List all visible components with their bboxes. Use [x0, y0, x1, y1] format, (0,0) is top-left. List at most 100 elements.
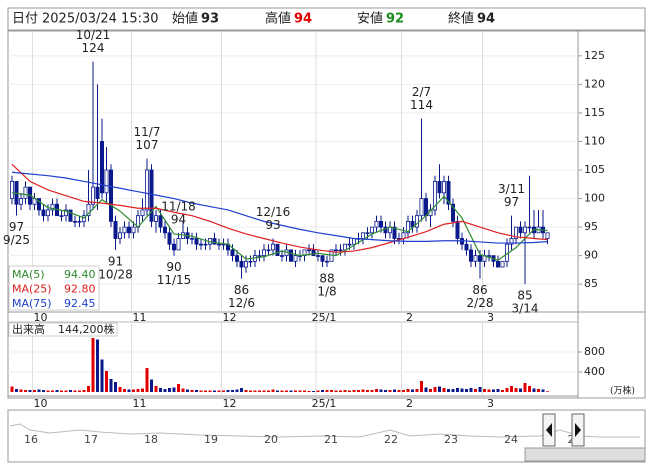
volume-bar	[186, 389, 189, 392]
volume-bar	[33, 390, 36, 392]
annotation-date: 1/8	[317, 285, 336, 299]
datetime: 2025/03/24 15:30	[42, 12, 159, 27]
candle-body	[153, 215, 158, 222]
x-tick-label: 3	[487, 397, 494, 410]
annotation-date: 12/6	[228, 296, 255, 310]
ma-line	[11, 171, 548, 244]
volume-bar	[294, 390, 297, 392]
candle-body	[91, 186, 96, 205]
volume-bar	[208, 390, 212, 392]
volume-bar	[249, 390, 252, 392]
volume-bar	[303, 390, 306, 392]
ma-legend: MA(5) 94.40 MA(25) 92.80 MA(75) 92.45	[12, 268, 96, 310]
volume-bar	[78, 390, 81, 392]
annotation-date: 11/15	[157, 273, 192, 287]
volume-bar	[177, 384, 180, 392]
volume-bar	[123, 389, 126, 392]
volume-bar	[172, 387, 176, 392]
volume-bar	[28, 390, 32, 392]
candle-body	[527, 226, 532, 229]
volume-bar	[384, 390, 387, 392]
candle-body	[239, 260, 244, 268]
y-tick-label: 125	[584, 49, 605, 62]
volume-bar	[100, 359, 104, 392]
volume-bar	[213, 390, 216, 392]
navigator-label: 16	[24, 433, 38, 446]
y-tick-label: 800	[584, 345, 605, 358]
volume-bar	[348, 390, 351, 392]
volume-bar	[235, 389, 239, 392]
navigator-label: 17	[84, 433, 98, 446]
low-value: 92	[386, 12, 404, 27]
volume-bar	[222, 390, 225, 392]
volume-bar	[136, 389, 140, 392]
volume-bar	[330, 390, 333, 392]
annotation-value: 93	[265, 218, 280, 232]
volume-bar	[271, 389, 275, 392]
volume-bar	[388, 390, 392, 392]
volume-bar	[60, 390, 63, 392]
candle-body	[248, 260, 253, 263]
close-value: 94	[477, 12, 495, 27]
candle-body	[243, 260, 248, 268]
legend-value: 92.45	[64, 297, 96, 310]
volume-bar	[501, 390, 504, 392]
volume-bar	[127, 389, 131, 392]
x-tick-label: 10	[34, 311, 48, 324]
annotation-value: 94	[171, 212, 186, 226]
navigator-label: 22	[384, 433, 398, 446]
candle-body	[509, 238, 514, 245]
low-label: 安値	[357, 11, 383, 27]
volume-bar	[55, 390, 59, 392]
candle-body	[360, 232, 365, 239]
candle-body	[266, 249, 271, 252]
navigator-label: 19	[204, 433, 218, 446]
header-box	[7, 7, 646, 31]
candle-body	[432, 181, 437, 211]
candle-body	[514, 226, 519, 239]
candle-body	[113, 220, 118, 239]
candle-body	[455, 220, 460, 239]
annotation-value: 124	[82, 41, 105, 55]
navigator-labels: 16 17 18 19 20 21 22 23 24 2	[24, 433, 575, 446]
candle-body	[545, 232, 550, 239]
candle-body	[468, 249, 473, 262]
legend-name: MA(25)	[12, 283, 52, 296]
navigator-scrollbar[interactable]	[524, 447, 646, 462]
volume-bar	[361, 389, 365, 392]
annotation-value: 107	[136, 138, 159, 152]
volume-bar	[105, 371, 108, 392]
volume-bar	[406, 389, 410, 392]
candle-body	[441, 181, 446, 194]
candle-body	[95, 186, 100, 199]
high-value: 94	[294, 12, 312, 27]
candle-body	[194, 238, 199, 245]
candle-body	[77, 220, 82, 223]
volume-bar	[456, 388, 459, 392]
volume-bar	[87, 386, 90, 392]
candle-body	[176, 238, 181, 251]
volume-bar	[379, 389, 383, 392]
volume-bar	[325, 390, 329, 392]
volume-bar	[505, 388, 509, 392]
candle-body	[41, 209, 46, 217]
navigator-label: 23	[444, 433, 458, 446]
x-tick-label: 3	[487, 311, 494, 324]
volume-bar	[46, 390, 50, 392]
volume-bar	[82, 390, 86, 392]
candle-body	[311, 249, 316, 257]
candle-body	[9, 181, 14, 199]
volume-bar	[91, 338, 95, 392]
y-tick-label: 400	[584, 365, 605, 378]
volume-bar	[307, 391, 311, 392]
ma-legend-box	[8, 265, 100, 311]
volume-bar	[141, 388, 144, 392]
volume-bar	[366, 390, 369, 392]
volume-bar	[118, 387, 122, 392]
annotation-value: 91	[108, 254, 123, 268]
candle-body	[212, 238, 217, 245]
volume-bar	[411, 389, 414, 392]
candle-body	[401, 232, 406, 239]
volume-bar	[316, 390, 320, 392]
